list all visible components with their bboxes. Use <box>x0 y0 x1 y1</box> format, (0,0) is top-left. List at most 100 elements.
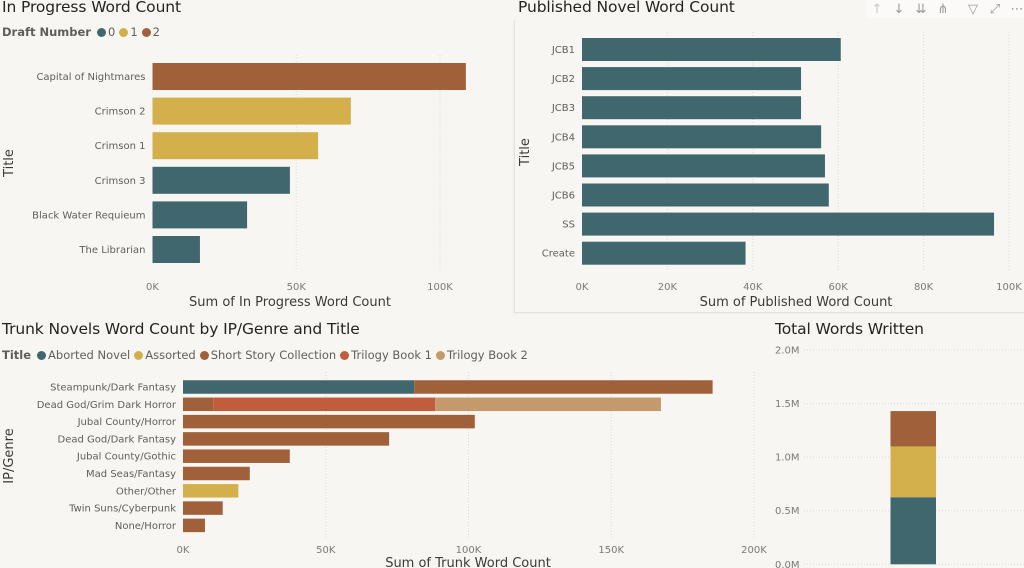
visual-header-toolbar: ↑ ↓ ⇊ ⋔ ▽ ⤢ ⋯ <box>866 0 1024 18</box>
published-chart-focus-border <box>514 20 1024 313</box>
bar-segment[interactable] <box>183 466 250 481</box>
trunk-title-legend: Title Aborted Novel Assorted Short Story C… <box>2 348 532 362</box>
x-tick-label: 50K <box>316 545 336 556</box>
category-label: Crimson 1 <box>95 141 146 152</box>
legend-label: 2 <box>152 25 160 39</box>
bar[interactable] <box>582 183 829 207</box>
category-label: JCB4 <box>551 132 575 143</box>
total-words-chart-title: Total Words Written <box>775 320 924 338</box>
category-label: JCB2 <box>551 74 575 85</box>
bar-segment[interactable] <box>183 484 239 498</box>
legend-item-assorted[interactable]: Assorted <box>134 348 196 362</box>
bar[interactable] <box>582 38 841 61</box>
bar[interactable] <box>152 236 200 263</box>
bar[interactable] <box>582 67 802 91</box>
legend-item-trilogy-book-1[interactable]: Trilogy Book 1 <box>340 348 432 362</box>
category-label: Other/Other <box>116 486 177 497</box>
legend-title: Title <box>2 348 32 362</box>
category-label: Crimson 3 <box>95 176 146 187</box>
category-label: JCB5 <box>551 161 575 172</box>
legend-item-draft-2[interactable]: 2 <box>141 25 160 39</box>
legend-label: Short Story Collection <box>210 348 337 362</box>
bar-segment[interactable] <box>414 380 713 394</box>
legend-dot <box>340 350 350 360</box>
category-label: JCB3 <box>551 103 575 114</box>
category-label: Jubal County/Horror <box>77 417 177 428</box>
in-progress-chart-title: In Progress Word Count <box>2 0 181 16</box>
x-tick-label: 200K <box>741 545 767 556</box>
focus-mode-icon[interactable]: ⤢ <box>989 1 1001 17</box>
bar-segment[interactable] <box>890 497 937 565</box>
x-tick-label: 100K <box>996 282 1022 293</box>
bar-segment[interactable] <box>890 411 937 447</box>
legend-dot <box>37 350 47 360</box>
bar-segment[interactable] <box>213 397 436 412</box>
category-label: Create <box>542 249 575 260</box>
bar[interactable] <box>152 97 351 125</box>
bar-segment[interactable] <box>183 397 214 412</box>
category-label: The Librarian <box>78 245 145 256</box>
x-tick-label: 0K <box>576 282 589 293</box>
bar-segment[interactable] <box>890 446 937 498</box>
category-label: None/Horror <box>115 521 177 532</box>
bar[interactable] <box>582 125 822 149</box>
y-axis-title: IP/Genre <box>2 428 17 483</box>
bar-segment[interactable] <box>435 397 661 412</box>
y-axis-title: Title <box>518 138 533 167</box>
bar[interactable] <box>152 132 319 160</box>
bar[interactable] <box>582 241 746 265</box>
legend-dot <box>96 27 106 37</box>
category-label: Mad Seas/Fantasy <box>86 469 176 480</box>
category-label: Dead God/Dark Fantasy <box>58 434 177 445</box>
legend-dot <box>436 350 445 360</box>
x-tick-label: 80K <box>914 282 934 293</box>
y-tick-label: 1.0M <box>775 453 800 464</box>
x-tick-label: 100K <box>427 282 453 293</box>
go-to-next-level-icon[interactable]: ⇊ <box>915 1 927 17</box>
y-axis-title: Title <box>2 149 17 178</box>
bar-segment[interactable] <box>183 518 205 533</box>
bar-segment[interactable] <box>183 380 415 394</box>
legend-title: Draft Number <box>2 25 91 39</box>
trunk-chart-title: Trunk Novels Word Count by IP/Genre and … <box>2 320 360 338</box>
legend-label: Trilogy Book 1 <box>351 348 432 362</box>
category-label: Steampunk/Dark Fantasy <box>50 383 176 394</box>
bar[interactable] <box>582 154 825 178</box>
category-label: SS <box>562 220 575 231</box>
category-label: Jubal County/Gothic <box>76 452 176 463</box>
legend-item-draft-0[interactable]: 0 <box>96 25 115 39</box>
bar-segment[interactable] <box>183 432 390 446</box>
more-options-icon[interactable]: ⋯ <box>1010 1 1024 17</box>
bar-segment[interactable] <box>183 501 223 515</box>
bar[interactable] <box>152 166 290 194</box>
bar[interactable] <box>152 63 466 90</box>
bar[interactable] <box>582 96 802 120</box>
x-axis-title: Sum of In Progress Word Count <box>189 295 391 310</box>
bar[interactable] <box>152 201 248 229</box>
legend-item-short-story-collection[interactable]: Short Story Collection <box>199 348 337 362</box>
drill-up-icon[interactable]: ↑ <box>871 1 883 17</box>
published-chart-title: Published Novel Word Count <box>518 0 735 16</box>
legend-item-draft-1[interactable]: 1 <box>119 25 138 39</box>
expand-hierarchy-icon[interactable]: ⋔ <box>937 1 949 17</box>
bar[interactable] <box>582 212 995 236</box>
bar-segment[interactable] <box>183 449 290 463</box>
filter-icon[interactable]: ▽ <box>968 1 978 17</box>
draft-number-legend: Draft Number 0 1 2 <box>2 25 164 39</box>
bar-segment[interactable] <box>183 414 475 429</box>
legend-item-trilogy-book-2[interactable]: Trilogy Book 2 <box>436 348 528 362</box>
x-axis-title: Sum of Trunk Word Count <box>385 556 551 568</box>
legend-dot <box>199 350 209 360</box>
legend-item-aborted-novel[interactable]: Aborted Novel <box>37 348 130 362</box>
x-tick-label: 0K <box>146 282 159 293</box>
x-tick-label: 50K <box>287 282 307 293</box>
legend-label: Aborted Novel <box>48 348 131 362</box>
category-label: Capital of Nightmares <box>36 72 145 83</box>
legend-dot <box>134 350 144 360</box>
y-tick-label: 1.5M <box>775 399 800 410</box>
x-tick-label: 0K <box>177 545 190 556</box>
y-tick-label: 0.0M <box>775 560 800 568</box>
drill-down-icon[interactable]: ↓ <box>893 1 905 17</box>
